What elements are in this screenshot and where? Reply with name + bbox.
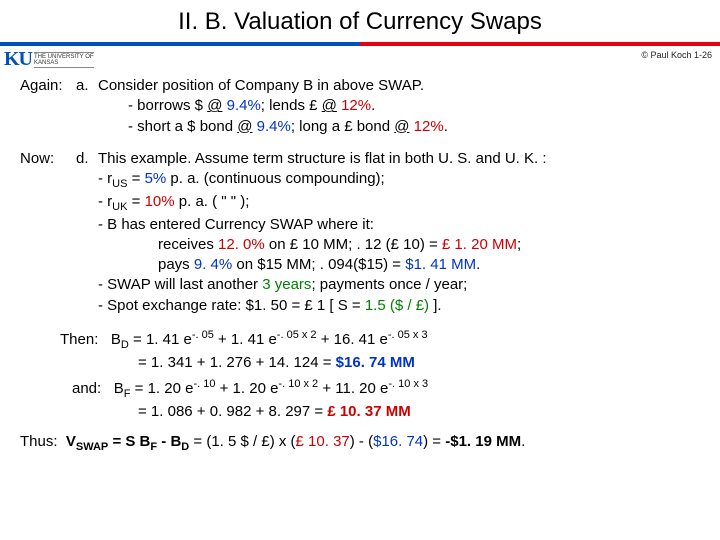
thus-block: Thus: VSWAP = S BF - BD = (1. 5 $ / £) x… <box>20 432 700 455</box>
d-line6: pays 9. 4% on $15 MM; . 094($15) = $1. 4… <box>98 255 700 275</box>
ku-logo: KU THE UNIVERSITY OFKANSAS <box>4 48 94 71</box>
a-body: Consider position of Company B in above … <box>98 76 700 137</box>
label-then: Then: <box>60 331 98 348</box>
label-thus: Thus: <box>20 433 58 450</box>
a-line2: - borrows $ @ 9.4%; lends £ @ 12%. <box>98 96 700 116</box>
d-body: This example. Assume term structure is f… <box>98 149 700 316</box>
d-line1: This example. Assume term structure is f… <box>98 149 700 169</box>
label-again: Again: <box>20 76 76 137</box>
then-line2: = 1. 341 + 1. 276 + 14. 124 = $16. 74 MM <box>60 353 700 373</box>
slide-title: II. B. Valuation of Currency Swaps <box>0 0 720 42</box>
then-block: Then: BD = 1. 41 e-. 05 + 1. 41 e-. 05 x… <box>20 328 700 373</box>
header-row: KU THE UNIVERSITY OFKANSAS © Paul Koch 1… <box>0 46 720 72</box>
letter-d: d. <box>76 149 98 316</box>
section-a: Again: a. Consider position of Company B… <box>20 76 700 137</box>
d-line8: - Spot exchange rate: $1. 50 = £ 1 [ S =… <box>98 296 700 316</box>
and-line2: = 1. 086 + 0. 982 + 8. 297 = £ 10. 37 MM <box>72 402 700 422</box>
a-line1: Consider position of Company B in above … <box>98 76 700 96</box>
d-line7: - SWAP will last another 3 years; paymen… <box>98 275 700 295</box>
and-block: and: BF = 1. 20 e-. 10 + 1. 20 e-. 10 x … <box>20 377 700 422</box>
label-now: Now: <box>20 149 76 316</box>
a-line3: - short a $ bond @ 9.4%; long a £ bond @… <box>98 117 700 137</box>
section-d: Now: d. This example. Assume term struct… <box>20 149 700 316</box>
ku-mark: KU <box>4 48 32 71</box>
letter-a: a. <box>76 76 98 137</box>
label-and: and: <box>72 380 101 397</box>
slide-content: Again: a. Consider position of Company B… <box>0 72 720 455</box>
copyright: © Paul Koch 1-26 <box>641 50 712 60</box>
d-line4: - B has entered Currency SWAP where it: <box>98 215 700 235</box>
d-line3: - rUK = 10% p. a. ( " " ); <box>98 192 700 215</box>
d-line5: receives 12. 0% on £ 10 MM; . 12 (£ 10) … <box>98 235 700 255</box>
ku-text: THE UNIVERSITY OFKANSAS <box>34 52 94 68</box>
d-line2: - rUS = 5% p. a. (continuous compounding… <box>98 169 700 192</box>
